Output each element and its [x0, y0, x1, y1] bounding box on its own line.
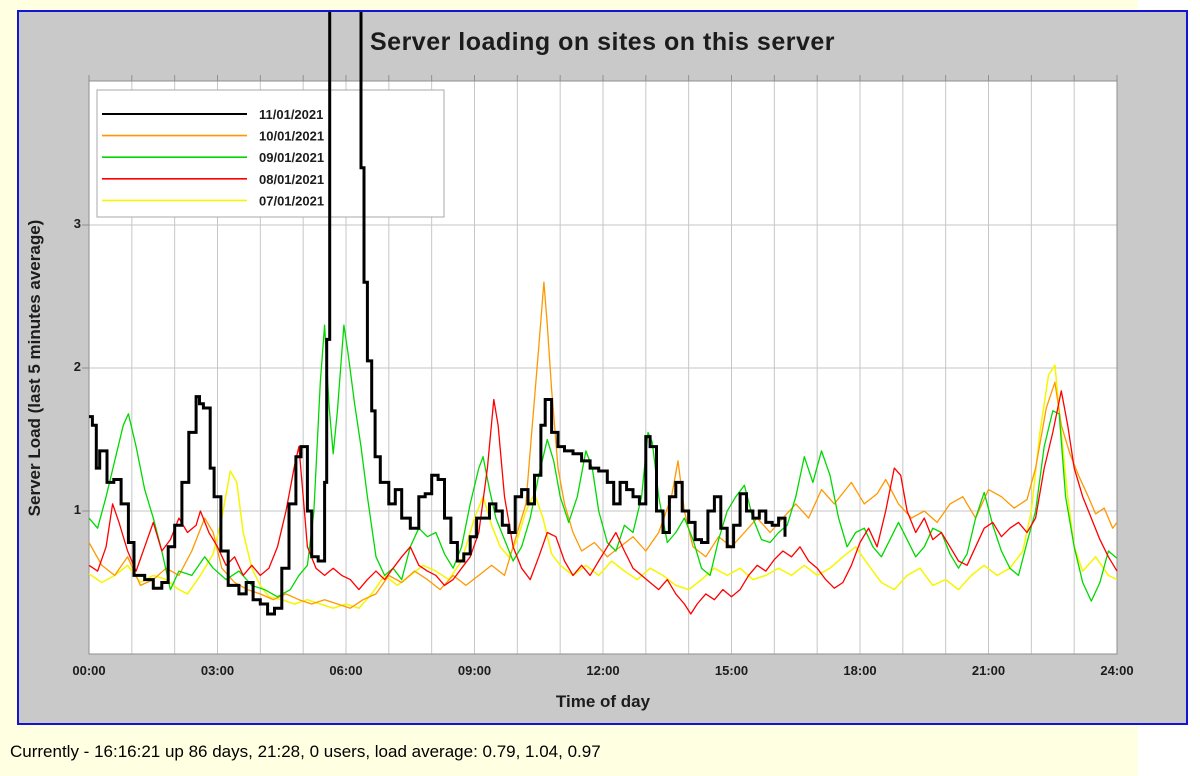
x-tick-label: 06:00 — [329, 663, 363, 678]
plot-border — [88, 80, 1118, 655]
x-tick-label: 24:00 — [1100, 663, 1134, 678]
x-tick-label: 21:00 — [971, 663, 1006, 678]
series-08-01-2021 — [88, 390, 1118, 615]
legend-label: 11/01/2021 — [259, 107, 323, 122]
uptime-status-text: Currently - 16:16:21 up 86 days, 21:28, … — [10, 742, 601, 761]
series-10-01-2021 — [88, 281, 1118, 609]
chart-title: Server loading on sites on this server — [370, 28, 835, 56]
server-load-chart: Server loading on sites on this server S… — [17, 10, 1188, 725]
x-tick-label: 12:00 — [586, 663, 620, 678]
legend-box — [96, 89, 445, 218]
x-tick-label: 03:00 — [200, 663, 235, 678]
x-tick-label: 15:00 — [714, 663, 749, 678]
series-09-01-2021 — [88, 324, 1118, 602]
y-tick-label: 1 — [73, 502, 81, 517]
legend-label: 07/01/2021 — [259, 193, 324, 208]
plot-canvas: 11/01/2021 10/01/2021 09/01/2021 08/01/2021… — [82, 12, 1118, 655]
x-tick-label: 00:00 — [72, 663, 106, 678]
y-tick-label: 2 — [73, 359, 81, 374]
legend-label: 09/01/2021 — [259, 150, 324, 165]
legend-label: 10/01/2021 — [259, 129, 324, 144]
legend-label: 08/01/2021 — [259, 172, 324, 187]
x-tick-label: 09:00 — [457, 663, 492, 678]
series-11-01-2021 — [89, 12, 787, 616]
x-axis-title: Time of day — [555, 692, 651, 711]
x-tick-label: 18:00 — [843, 663, 877, 678]
y-tick-label: 3 — [73, 216, 81, 231]
series-07-01-2021 — [88, 364, 1118, 609]
